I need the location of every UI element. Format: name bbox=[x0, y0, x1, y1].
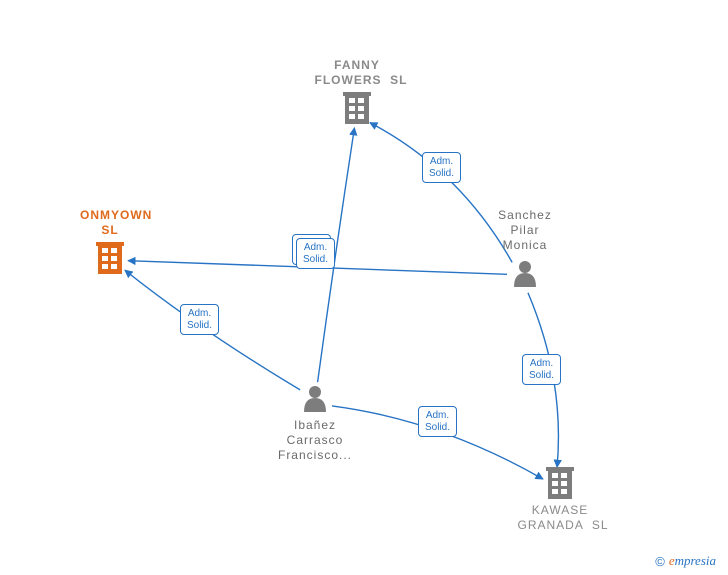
company-icon bbox=[546, 467, 574, 499]
edge-label: Adm. Solid. bbox=[418, 406, 457, 437]
node-label: Sanchez Pilar Monica bbox=[495, 208, 555, 253]
person-icon bbox=[514, 261, 536, 287]
edge-label: Adm. Solid. bbox=[180, 304, 219, 335]
network-diagram: Adm. Solid. Adm. Solid. Adm. Solid. Adm. So… bbox=[0, 0, 728, 575]
node-label: ONMYOWN SL bbox=[80, 208, 140, 238]
node-label: FANNY FLOWERS SL bbox=[315, 58, 400, 88]
brand-name: empresia bbox=[669, 553, 716, 569]
node-label: Ibañez Carrasco Francisco... bbox=[269, 418, 361, 463]
edge-label: Adm. Solid. bbox=[296, 238, 335, 269]
edge-label: Adm. Solid. bbox=[422, 152, 461, 183]
copyright-symbol: © bbox=[655, 554, 665, 569]
company-icon bbox=[343, 92, 371, 124]
edge-label: Adm. Solid. bbox=[522, 354, 561, 385]
watermark: © empresia bbox=[655, 553, 716, 569]
edge bbox=[370, 123, 512, 263]
company-icon bbox=[96, 242, 124, 274]
person-icon bbox=[304, 386, 326, 412]
node-label: KAWASE GRANADA SL bbox=[518, 503, 603, 533]
